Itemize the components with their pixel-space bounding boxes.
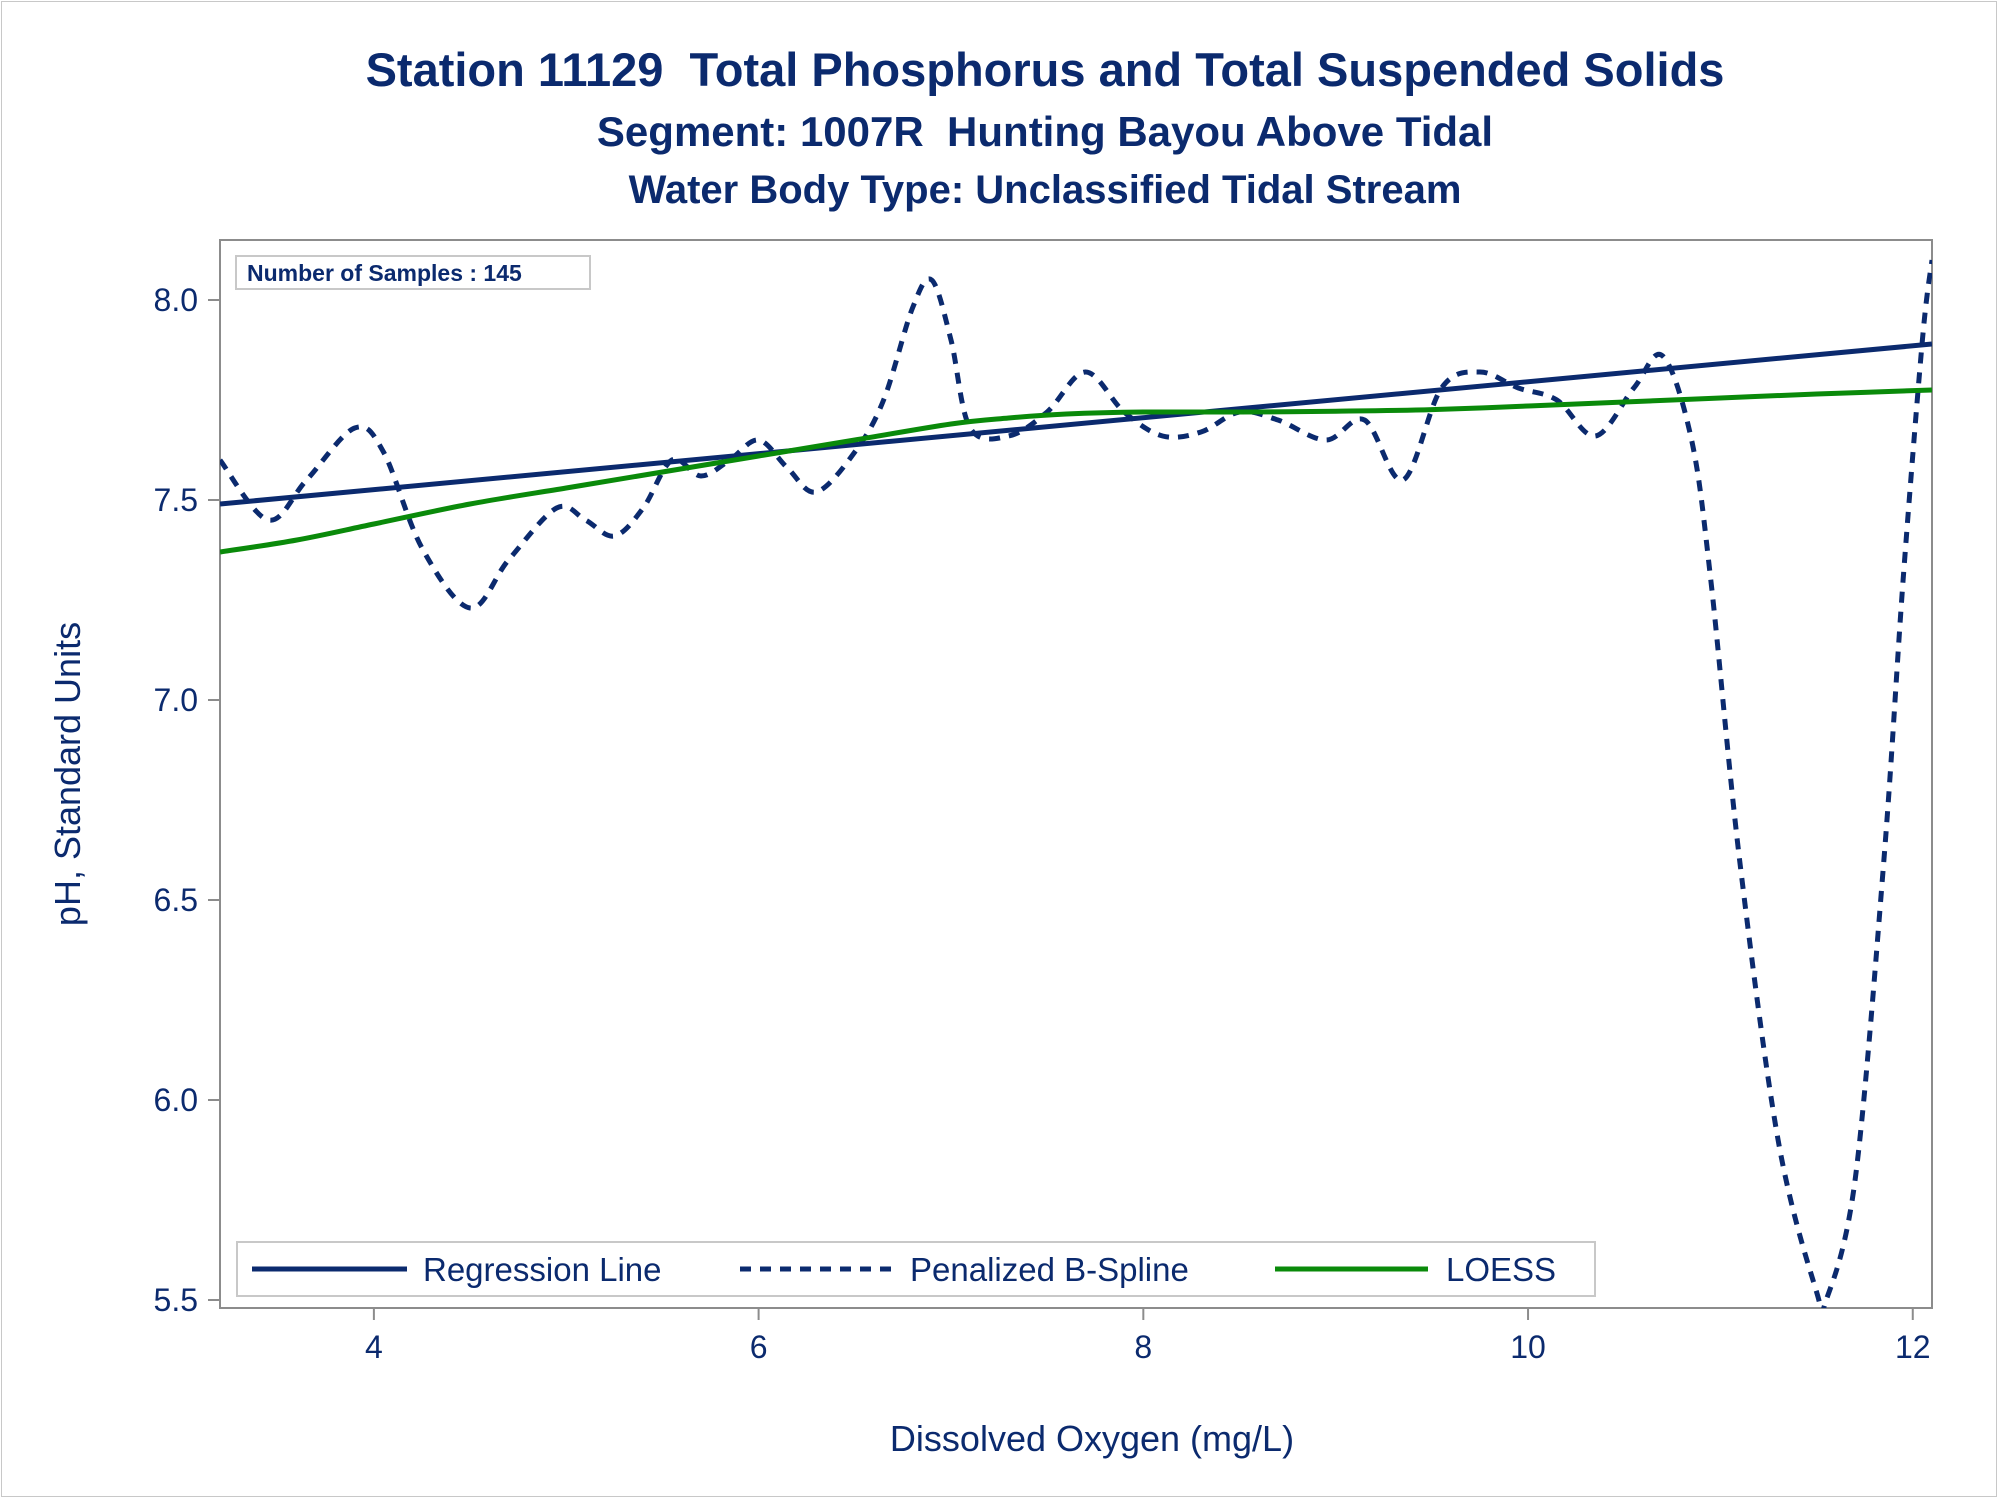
loess-line xyxy=(220,387,1932,555)
x-tick-label: 6 xyxy=(750,1329,768,1365)
legend-label-loess: LOESS xyxy=(1446,1251,1556,1288)
y-tick-label: 8.0 xyxy=(154,282,198,318)
chart-title: Station 11129 Total Phosphorus and Total… xyxy=(365,43,1725,96)
chart-subtitle-2: Water Body Type: Unclassified Tidal Stre… xyxy=(628,168,1462,212)
chart-subtitle: Segment: 1007R Hunting Bayou Above Tidal xyxy=(596,108,1494,155)
y-tick-label: 7.0 xyxy=(154,682,198,718)
sample-count-box xyxy=(235,255,591,290)
sample-count-inset: Number of Samples : 145 xyxy=(235,255,591,290)
plot-series xyxy=(220,259,1932,1308)
x-tick-label: 4 xyxy=(365,1329,383,1365)
x-axis-title: Dissolved Oxygen (mg/L) xyxy=(890,1418,1294,1459)
sample-count-label: Number of Samples : 145 xyxy=(247,260,522,286)
y-tick-label: 7.5 xyxy=(154,482,198,518)
x-tick-label: 10 xyxy=(1510,1329,1546,1365)
penalized-bspline-line xyxy=(220,259,1932,1308)
x-tick-label: 8 xyxy=(1134,1329,1152,1365)
x-tick-label: 12 xyxy=(1895,1329,1931,1365)
y-tick-label: 5.5 xyxy=(154,1282,198,1318)
y-axis: 5.5 6.0 6.5 7.0 7.5 8.0 xyxy=(154,282,220,1318)
y-axis-title: pH, Standard Units xyxy=(47,622,88,926)
plot-area xyxy=(219,239,1933,1309)
legend-label-spline: Penalized B-Spline xyxy=(910,1251,1189,1288)
x-axis: 4 6 8 10 12 xyxy=(365,1308,1931,1365)
y-tick-label: 6.5 xyxy=(154,882,198,918)
legend-label-regression: Regression Line xyxy=(423,1251,661,1288)
legend: Regression Line Penalized B-Spline LOESS xyxy=(236,1241,1596,1297)
y-tick-label: 6.0 xyxy=(154,1082,198,1118)
